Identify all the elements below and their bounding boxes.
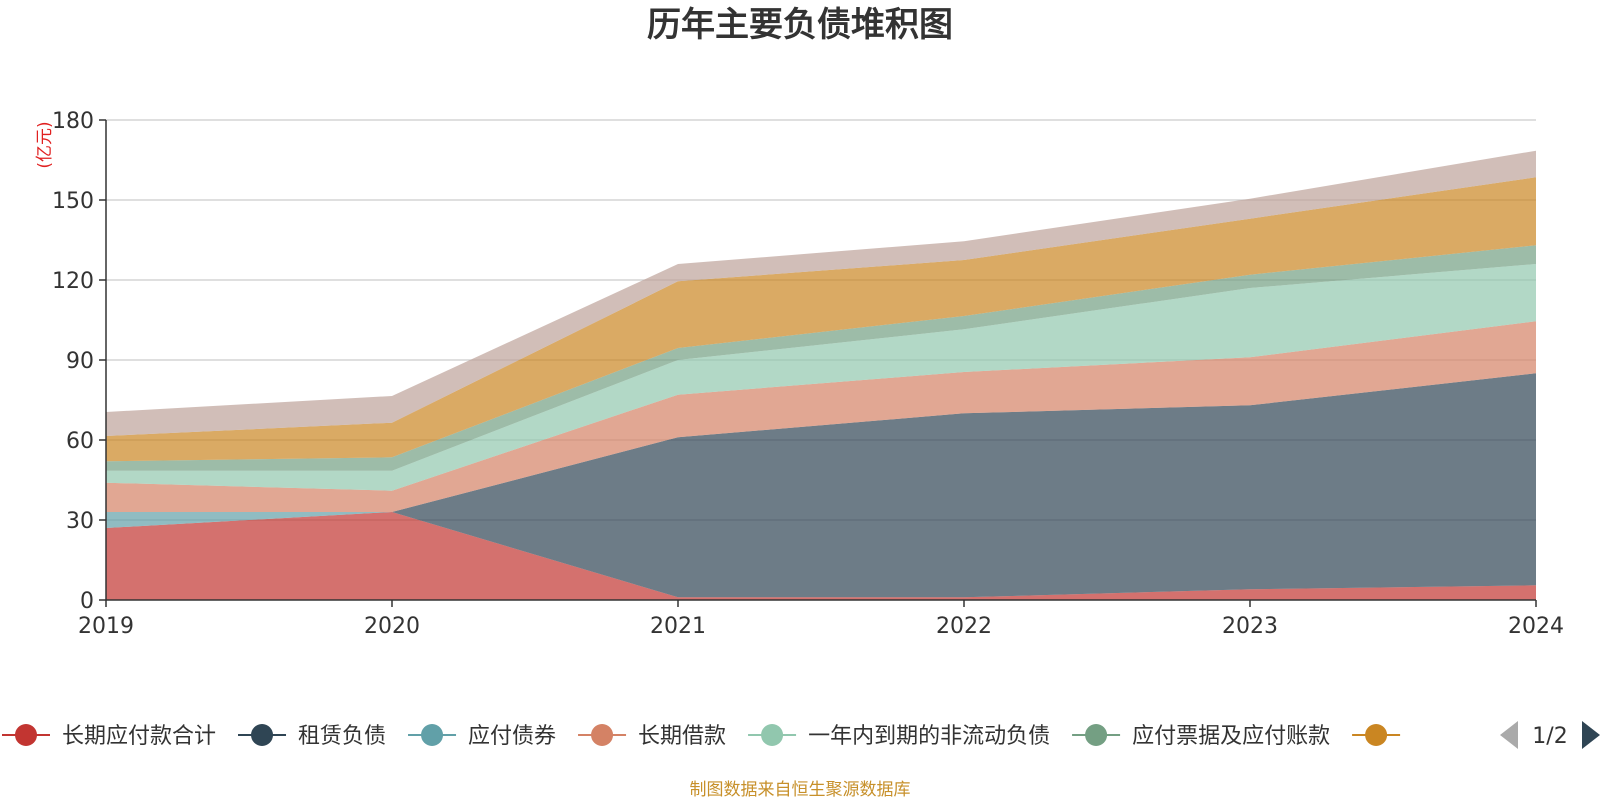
area-series-group (106, 150, 1536, 600)
triangle-right-icon[interactable] (1582, 721, 1600, 749)
y-tick-label: 180 (52, 109, 94, 134)
legend-label: 长期借款 (638, 724, 726, 749)
area-series-3[interactable] (106, 321, 1536, 512)
legend-label: 应付票据及应付账款 (1132, 724, 1330, 749)
legend-marker (761, 724, 784, 746)
legend-item-5[interactable]: 应付票据及应付账款 (1072, 724, 1330, 749)
area-series-6[interactable] (106, 177, 1536, 462)
area-series-1[interactable] (106, 373, 1536, 598)
y-tick-label: 0 (80, 589, 94, 614)
x-tick-label: 2021 (650, 614, 706, 639)
legend-page-indicator: 1/2 (1532, 724, 1567, 749)
y-tick-label: 30 (66, 509, 94, 534)
legend-item-2[interactable]: 应付债券 (408, 724, 556, 749)
x-tick-label: 2019 (78, 614, 134, 639)
legend-label: 应付债券 (468, 724, 556, 749)
legend-marker (1085, 724, 1108, 746)
y-tick-label: 150 (52, 189, 94, 214)
legend-marker (591, 724, 614, 746)
y-axis-unit: (亿元) (35, 121, 55, 168)
legend-label: 一年内到期的非流动负债 (808, 724, 1050, 749)
legend-item-4[interactable]: 一年内到期的非流动负债 (748, 724, 1050, 749)
legend-marker (1365, 724, 1388, 746)
legend-label: 租赁负债 (298, 724, 386, 749)
area-series-2[interactable] (106, 373, 1536, 528)
x-tick-label: 2023 (1222, 614, 1278, 639)
legend-pager: 1/2 (1500, 721, 1600, 749)
legend-label: 长期应付款合计 (62, 724, 216, 749)
x-tick-label: 2020 (364, 614, 420, 639)
x-tick-label: 2022 (936, 614, 992, 639)
axes: 0 30 60 90 120 150 180 2019 2020 2021 2022 2023 2024 (52, 109, 1564, 639)
legend-item-6[interactable] (1352, 724, 1401, 746)
source-note: 制图数据来自恒生聚源数据库 (690, 780, 911, 800)
area-series-7[interactable] (106, 150, 1536, 436)
legend-marker (15, 724, 37, 746)
x-tick-label: 2024 (1508, 614, 1564, 639)
legend: 长期应付款合计 租赁负债 应付债券 长期借款 一年内到期的非流动负债 应付票据及应付账款 (2, 724, 1401, 749)
legend-marker (251, 724, 274, 746)
area-series-0[interactable] (106, 512, 1536, 600)
legend-marker (421, 724, 444, 746)
y-tick-label: 90 (66, 349, 94, 374)
y-tick-label: 120 (52, 269, 94, 294)
area-series-5[interactable] (106, 245, 1536, 471)
y-tick-label: 60 (66, 429, 94, 454)
legend-item-1[interactable]: 租赁负债 (238, 724, 386, 749)
chart-title: 历年主要负债堆积图 (647, 5, 953, 45)
triangle-left-icon[interactable] (1500, 721, 1518, 749)
legend-item-0[interactable]: 长期应付款合计 (2, 724, 216, 749)
legend-item-3[interactable]: 长期借款 (578, 724, 726, 749)
area-series-4[interactable] (106, 264, 1536, 491)
